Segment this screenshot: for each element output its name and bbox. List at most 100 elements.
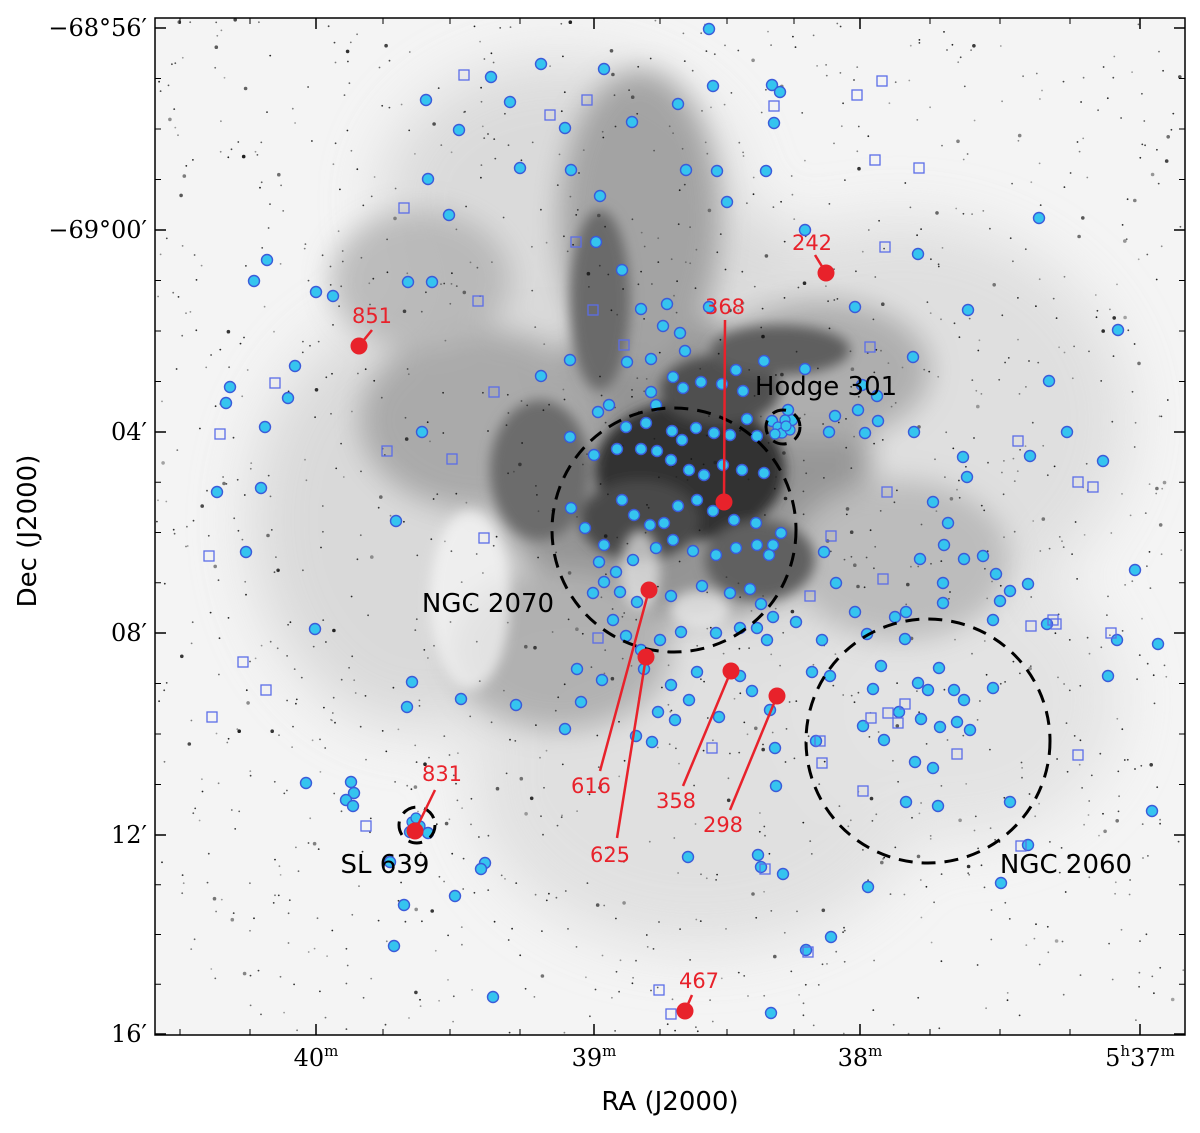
catalogue-circle-marker <box>765 78 779 92</box>
catalogue-square-marker <box>206 711 218 723</box>
catalogue-square-marker <box>804 590 816 602</box>
catalogue-circle-marker <box>1060 425 1074 439</box>
catalogue-circle-marker <box>936 596 950 610</box>
catalogue-square-marker <box>1087 481 1099 493</box>
catalogue-circle-marker <box>751 848 765 862</box>
catalogue-circle-marker <box>774 526 788 540</box>
catalogue-circle-marker <box>675 433 689 447</box>
x-tick-label: 38m <box>838 1042 883 1072</box>
catalogue-circle-marker <box>609 565 623 579</box>
catalogue-circle-marker <box>383 855 397 869</box>
catalogue-circle-marker <box>448 889 462 903</box>
catalogue-circle-marker <box>956 450 970 464</box>
catalogue-circle-marker <box>615 493 629 507</box>
catalogue-circle-marker <box>288 359 302 373</box>
catalogue-circle-marker <box>899 605 913 619</box>
catalogue-circle-marker <box>587 448 601 462</box>
catalogue-circle-marker <box>513 161 527 175</box>
catalogue-circle-marker <box>397 898 411 912</box>
highlighted-star-label: 358 <box>656 789 696 813</box>
catalogue-circle-marker <box>247 274 261 288</box>
catalogue-circle-marker <box>586 586 600 600</box>
catalogue-circle-marker <box>689 421 703 435</box>
catalogue-circle-marker <box>921 683 935 697</box>
catalogue-circle-marker <box>694 375 708 389</box>
catalogue-circle-marker <box>706 79 720 93</box>
catalogue-circle-marker <box>908 755 922 769</box>
catalogue-circle-marker <box>486 990 500 1004</box>
catalogue-circle-marker <box>936 576 950 590</box>
catalogue-circle-marker <box>627 508 641 522</box>
catalogue-circle-marker <box>679 163 693 177</box>
highlighted-star-dot <box>350 337 368 355</box>
catalogue-circle-marker <box>619 629 633 643</box>
catalogue-circle-marker <box>606 613 620 627</box>
catalogue-circle-marker <box>678 344 692 358</box>
catalogue-circle-marker <box>668 713 682 727</box>
catalogue-square-marker <box>618 339 630 351</box>
catalogue-circle-marker <box>759 164 773 178</box>
catalogue-circle-marker <box>931 799 945 813</box>
catalogue-square-marker <box>825 530 837 542</box>
catalogue-circle-marker <box>957 552 971 566</box>
highlighted-star-label: 467 <box>679 969 719 993</box>
catalogue-circle-marker <box>760 633 774 647</box>
catalogue-circle-marker <box>798 223 812 237</box>
catalogue-circle-marker <box>933 720 947 734</box>
catalogue-circle-marker <box>344 775 358 789</box>
y-axis-title: Dec (J2000) <box>13 455 43 608</box>
catalogue-circle-marker <box>649 541 663 555</box>
catalogue-circle-marker <box>950 715 964 729</box>
catalogue-circle-marker <box>824 930 838 944</box>
catalogue-circle-marker <box>1021 577 1035 591</box>
catalogue-circle-marker <box>326 289 340 303</box>
catalogue-square-marker <box>381 445 393 457</box>
catalogue-circle-marker <box>1040 617 1054 631</box>
catalogue-circle-marker <box>664 589 678 603</box>
catalogue-square-marker <box>864 341 876 353</box>
catalogue-circle-marker <box>442 208 456 222</box>
catalogue-circle-marker <box>1151 637 1165 651</box>
catalogue-circle-marker <box>957 693 971 707</box>
catalogue-circle-marker <box>828 409 842 423</box>
catalogue-circle-marker <box>723 428 737 442</box>
catalogue-circle-marker <box>347 786 361 800</box>
catalogue-circle-marker <box>309 285 323 299</box>
catalogue-circle-marker <box>558 722 572 736</box>
catalogue-circle-marker <box>989 567 1003 581</box>
catalogue-circle-marker <box>766 610 780 624</box>
catalogue-circle-marker <box>706 504 720 518</box>
catalogue-circle-marker <box>898 632 912 646</box>
catalogue-circle-marker <box>963 723 977 737</box>
catalogue-circle-marker <box>454 692 468 706</box>
catalogue-circle-marker <box>805 665 819 679</box>
cluster-label: NGC 2060 <box>1000 850 1132 880</box>
catalogue-circle-marker <box>690 665 704 679</box>
catalogue-circle-marker <box>509 698 523 712</box>
catalogue-circle-marker <box>947 683 961 697</box>
catalogue-circle-marker <box>389 514 403 528</box>
catalogue-circle-marker <box>484 70 498 84</box>
catalogue-square-marker <box>458 69 470 81</box>
catalogue-square-marker <box>544 109 556 121</box>
catalogue-circle-marker <box>848 605 862 619</box>
catalogue-circle-marker <box>664 453 678 467</box>
catalogue-square-marker <box>472 295 484 307</box>
highlighted-star-label: 851 <box>352 304 392 328</box>
cluster-label: NGC 2070 <box>422 589 554 619</box>
catalogue-circle-marker <box>1003 584 1017 598</box>
catalogue-circle-marker <box>645 735 659 749</box>
cluster-outlines: NGC 2070 Hodge 301 NGC 2060 SL 639 <box>341 372 1133 880</box>
catalogue-circle-marker <box>602 398 616 412</box>
catalogue-circle-marker <box>657 516 671 530</box>
nebula-image <box>156 18 1185 1035</box>
catalogue-square-marker <box>865 712 877 724</box>
catalogue-circle-marker <box>563 430 577 444</box>
cluster-outline <box>764 408 802 446</box>
catalogue-square-marker <box>478 532 490 544</box>
catalogue-circle-marker <box>768 741 782 755</box>
catalogue-circle-marker <box>681 850 695 864</box>
catalogue-circle-marker <box>597 575 611 589</box>
catalogue-circle-marker <box>740 412 754 426</box>
